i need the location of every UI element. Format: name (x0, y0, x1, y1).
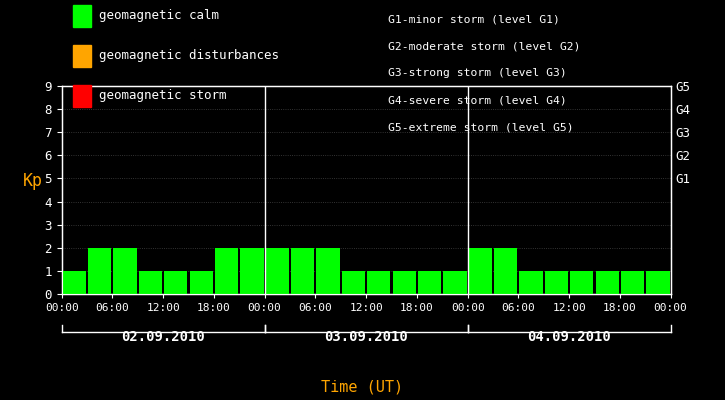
Bar (164, 271, 188, 294)
Bar (468, 248, 492, 294)
Text: geomagnetic storm: geomagnetic storm (99, 90, 227, 102)
Bar (138, 271, 162, 294)
Bar (341, 271, 365, 294)
Bar (88, 248, 112, 294)
Bar (519, 271, 543, 294)
Bar (646, 271, 670, 294)
Text: geomagnetic disturbances: geomagnetic disturbances (99, 50, 279, 62)
Bar (189, 271, 213, 294)
Bar (291, 248, 315, 294)
Text: Time (UT): Time (UT) (321, 379, 404, 394)
Bar (113, 248, 137, 294)
Bar (595, 271, 619, 294)
Bar (418, 271, 442, 294)
Text: G4-severe storm (level G4): G4-severe storm (level G4) (388, 96, 567, 106)
Bar (570, 271, 594, 294)
Text: 02.09.2010: 02.09.2010 (121, 330, 205, 344)
Bar (621, 271, 645, 294)
Bar (494, 248, 518, 294)
Text: G1-minor storm (level G1): G1-minor storm (level G1) (388, 14, 560, 24)
Text: 04.09.2010: 04.09.2010 (527, 330, 611, 344)
Bar (265, 248, 289, 294)
Bar (240, 248, 264, 294)
Bar (215, 248, 239, 294)
Bar (544, 271, 568, 294)
Bar (367, 271, 391, 294)
Bar (392, 271, 416, 294)
Text: G2-moderate storm (level G2): G2-moderate storm (level G2) (388, 41, 581, 51)
Text: G3-strong storm (level G3): G3-strong storm (level G3) (388, 68, 567, 78)
Y-axis label: Kp: Kp (23, 172, 44, 190)
Text: geomagnetic calm: geomagnetic calm (99, 10, 220, 22)
Text: G5-extreme storm (level G5): G5-extreme storm (level G5) (388, 123, 573, 133)
Text: 03.09.2010: 03.09.2010 (324, 330, 408, 344)
Bar (443, 271, 467, 294)
Bar (62, 271, 86, 294)
Bar (316, 248, 340, 294)
